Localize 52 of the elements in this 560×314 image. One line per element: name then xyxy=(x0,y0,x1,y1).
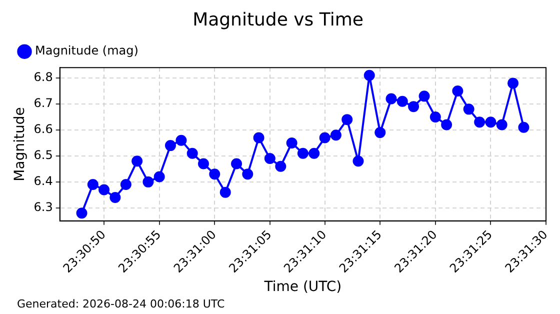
point xyxy=(209,168,220,180)
y-tick-label: 6.8 xyxy=(34,70,53,84)
y-tick-label: 6.7 xyxy=(34,96,53,110)
point xyxy=(452,85,464,96)
point xyxy=(342,114,353,126)
y-axis-title: Magnitude xyxy=(12,107,28,182)
point xyxy=(418,90,430,102)
point xyxy=(496,119,508,130)
point xyxy=(396,96,408,107)
point xyxy=(186,148,198,159)
point xyxy=(242,168,254,180)
point xyxy=(220,186,231,198)
point xyxy=(297,148,308,159)
point xyxy=(253,132,264,144)
point xyxy=(198,158,209,170)
point xyxy=(98,184,110,196)
text: Generated: 2026-08-24 00:06:18 UTC xyxy=(17,297,226,310)
point xyxy=(474,116,486,128)
x-axis-title: Time (UTC) xyxy=(263,279,342,296)
point xyxy=(518,122,530,133)
point xyxy=(110,192,121,204)
point xyxy=(441,119,452,130)
point xyxy=(319,132,330,144)
point xyxy=(507,78,518,89)
point xyxy=(308,148,320,159)
point xyxy=(132,156,143,167)
point xyxy=(164,140,176,152)
y-tick-label: 6.6 xyxy=(34,122,53,136)
y-tick-label: 6.3 xyxy=(34,200,53,214)
point xyxy=(142,176,154,188)
point xyxy=(463,104,474,115)
chart-title: Magnitude vs Time xyxy=(192,9,364,30)
legend-label: Magnitude (mag) xyxy=(35,44,138,58)
point xyxy=(408,101,420,112)
point xyxy=(76,208,88,219)
point xyxy=(286,137,298,148)
point xyxy=(374,127,386,138)
point xyxy=(364,70,375,81)
point xyxy=(386,93,397,104)
point xyxy=(154,171,165,182)
point xyxy=(330,130,342,141)
point xyxy=(352,156,364,167)
y-tick-label: 6.4 xyxy=(34,174,53,188)
point xyxy=(231,158,242,170)
point xyxy=(87,179,98,190)
point xyxy=(264,153,276,164)
point xyxy=(275,160,286,172)
y-tick-label: 6.5 xyxy=(34,148,53,162)
point xyxy=(485,116,496,128)
point xyxy=(430,111,441,122)
point xyxy=(120,179,132,190)
point xyxy=(176,134,187,146)
